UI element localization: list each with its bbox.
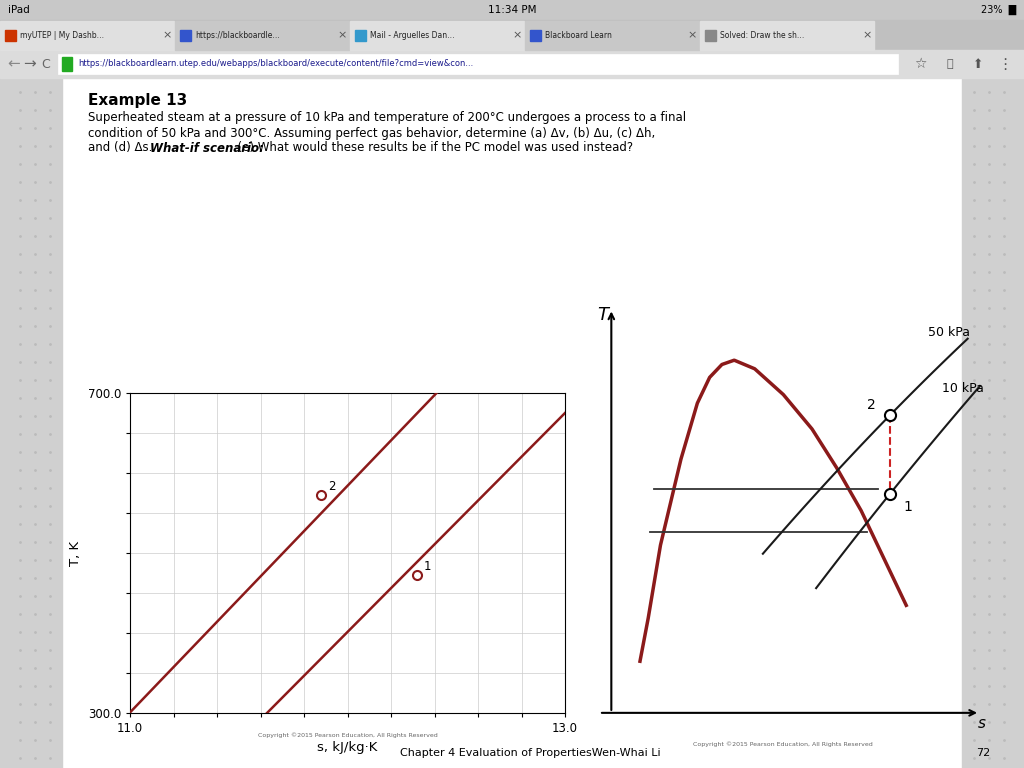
- Bar: [0, 0, 1024, 20]
- Bar: [62, 78, 962, 768]
- Text: Copyright ©2015 Pearson Education, All Rights Reserved: Copyright ©2015 Pearson Education, All R…: [693, 741, 873, 746]
- Text: Blackboard Learn: Blackboard Learn: [545, 31, 612, 39]
- Text: 🎤: 🎤: [946, 59, 953, 69]
- Text: ×: ×: [163, 30, 172, 40]
- Bar: [58, 54, 898, 74]
- Text: Superheated steam at a pressure of 10 kPa and temperature of 200°C undergoes a p: Superheated steam at a pressure of 10 kP…: [88, 111, 686, 124]
- Bar: [0, 21, 174, 50]
- X-axis label: s, kJ/kg·K: s, kJ/kg·K: [317, 740, 378, 753]
- Bar: [350, 21, 524, 50]
- Bar: [700, 21, 874, 50]
- Text: and (d) Δs.: and (d) Δs.: [88, 141, 160, 154]
- Text: iPad: iPad: [8, 5, 30, 15]
- Text: Solved: Draw the sh…: Solved: Draw the sh…: [720, 31, 805, 39]
- Text: 23%  █: 23% █: [981, 5, 1016, 15]
- Text: myUTEP | My Dashb…: myUTEP | My Dashb…: [20, 31, 104, 39]
- Text: C: C: [42, 58, 50, 71]
- Text: ⋮: ⋮: [997, 57, 1013, 71]
- Bar: [0, 78, 62, 768]
- Text: What-if scenario:: What-if scenario:: [150, 141, 263, 154]
- Bar: [530, 30, 541, 41]
- Text: 10 kPa: 10 kPa: [942, 382, 984, 395]
- Text: →: →: [24, 57, 37, 71]
- Text: ←: ←: [7, 57, 20, 71]
- Text: ☆: ☆: [913, 57, 927, 71]
- Text: 50 kPa: 50 kPa: [928, 326, 970, 339]
- Text: ×: ×: [862, 30, 871, 40]
- Text: condition of 50 kPa and 300°C. Assuming perfect gas behavior, determine (a) Δv, : condition of 50 kPa and 300°C. Assuming …: [88, 127, 655, 140]
- Text: 1: 1: [424, 560, 431, 573]
- Text: 2: 2: [867, 398, 876, 412]
- Bar: [180, 30, 191, 41]
- Text: $T$: $T$: [597, 306, 611, 324]
- Bar: [962, 78, 1024, 768]
- Bar: [5, 30, 16, 41]
- Text: Mail - Arguelles Dan…: Mail - Arguelles Dan…: [370, 31, 455, 39]
- Text: Example 13: Example 13: [88, 92, 187, 108]
- Text: Copyright ©2015 Pearson Education, All Rights Reserved: Copyright ©2015 Pearson Education, All R…: [258, 732, 437, 738]
- Y-axis label: T, K: T, K: [69, 541, 82, 565]
- Text: 1: 1: [904, 500, 912, 514]
- Text: ⬆: ⬆: [973, 58, 983, 71]
- Text: ×: ×: [512, 30, 521, 40]
- Text: 11:34 PM: 11:34 PM: [487, 5, 537, 15]
- Text: ×: ×: [337, 30, 347, 40]
- Text: ×: ×: [687, 30, 696, 40]
- Text: (e) What would these results be if the PC model was used instead?: (e) What would these results be if the P…: [230, 141, 634, 154]
- Bar: [62, 57, 72, 71]
- Bar: [0, 50, 1024, 78]
- Bar: [175, 21, 349, 50]
- Text: https://blackboardle…: https://blackboardle…: [195, 31, 280, 39]
- Text: $s$: $s$: [977, 716, 987, 731]
- Bar: [355, 30, 366, 41]
- Bar: [705, 30, 716, 41]
- Bar: [0, 20, 1024, 50]
- Text: Chapter 4 Evaluation of PropertiesWen-Whai Li: Chapter 4 Evaluation of PropertiesWen-Wh…: [400, 748, 660, 758]
- Bar: [525, 21, 699, 50]
- Text: 2: 2: [328, 480, 336, 493]
- Text: https://blackboardlearn.utep.edu/webapps/blackboard/execute/content/file?cmd=vie: https://blackboardlearn.utep.edu/webapps…: [78, 59, 473, 68]
- Text: 72: 72: [976, 748, 990, 758]
